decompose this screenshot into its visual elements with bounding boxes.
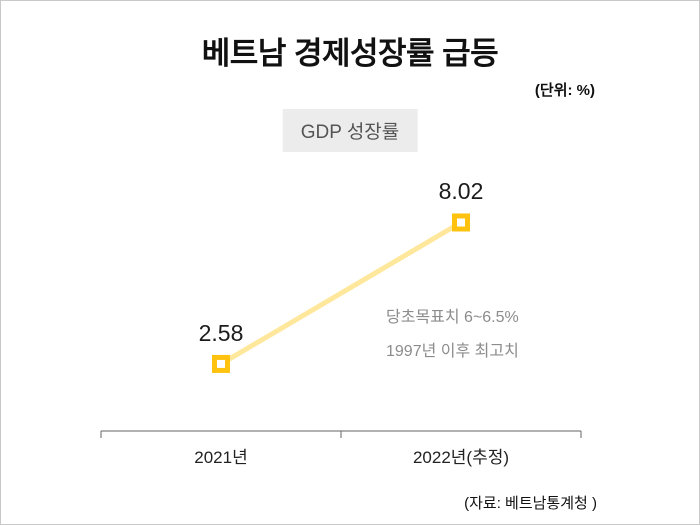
data-marker bbox=[212, 354, 230, 373]
data-marker bbox=[452, 213, 470, 232]
annotation-record: 1997년 이후 최고치 bbox=[386, 343, 519, 360]
category-label: 2022년(추정) bbox=[412, 448, 510, 467]
source-note: (자료: 베트남통계청 ) bbox=[464, 495, 597, 512]
trend-line bbox=[218, 219, 464, 367]
category-label: 2021년 bbox=[194, 448, 248, 467]
annotation-target: 당초목표치 6~6.5% bbox=[386, 309, 519, 326]
value-label: 8.02 bbox=[438, 178, 484, 205]
unit-label: (단위: %) bbox=[534, 82, 595, 99]
page-title: 베트남 경제성장률 급등 bbox=[201, 36, 499, 71]
value-label: 2.58 bbox=[198, 319, 244, 346]
legend-badge: GDP 성장률 bbox=[282, 109, 418, 152]
